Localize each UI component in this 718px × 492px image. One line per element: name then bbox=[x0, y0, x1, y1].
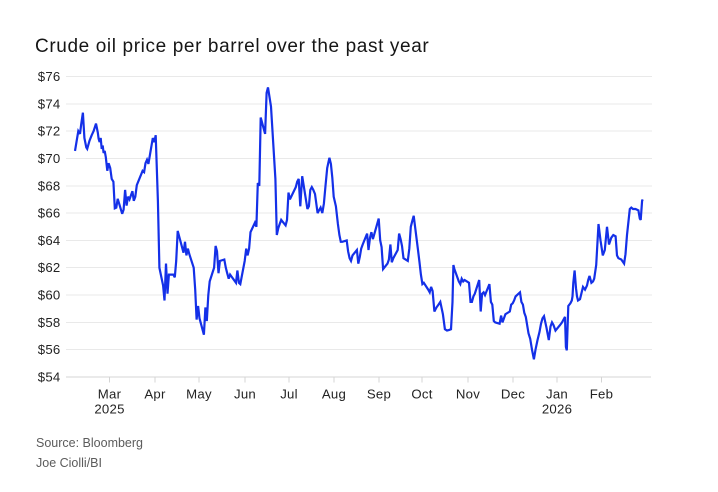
svg-text:$76: $76 bbox=[38, 69, 61, 84]
svg-text:Jun: Jun bbox=[234, 387, 256, 402]
svg-text:May: May bbox=[186, 387, 212, 402]
svg-text:Jul: Jul bbox=[280, 387, 298, 402]
svg-text:$72: $72 bbox=[38, 124, 61, 139]
svg-text:$54: $54 bbox=[38, 370, 61, 385]
svg-text:Nov: Nov bbox=[456, 387, 480, 402]
svg-text:2025: 2025 bbox=[94, 402, 124, 417]
svg-text:$66: $66 bbox=[38, 206, 61, 221]
svg-text:$58: $58 bbox=[38, 315, 61, 330]
svg-text:Aug: Aug bbox=[322, 387, 346, 402]
svg-text:Apr: Apr bbox=[144, 387, 166, 402]
svg-text:Jan: Jan bbox=[546, 387, 568, 402]
svg-text:2026: 2026 bbox=[542, 402, 572, 417]
svg-text:$56: $56 bbox=[38, 342, 61, 357]
svg-text:$74: $74 bbox=[38, 96, 61, 111]
svg-text:Sep: Sep bbox=[367, 387, 391, 402]
svg-text:$62: $62 bbox=[38, 260, 61, 275]
svg-text:$70: $70 bbox=[38, 151, 61, 166]
svg-text:Oct: Oct bbox=[411, 387, 432, 402]
svg-text:Mar: Mar bbox=[98, 387, 122, 402]
svg-text:$60: $60 bbox=[38, 288, 61, 303]
svg-text:$68: $68 bbox=[38, 178, 61, 193]
svg-text:Feb: Feb bbox=[590, 387, 613, 402]
svg-text:$64: $64 bbox=[38, 233, 61, 248]
svg-text:Dec: Dec bbox=[501, 387, 525, 402]
